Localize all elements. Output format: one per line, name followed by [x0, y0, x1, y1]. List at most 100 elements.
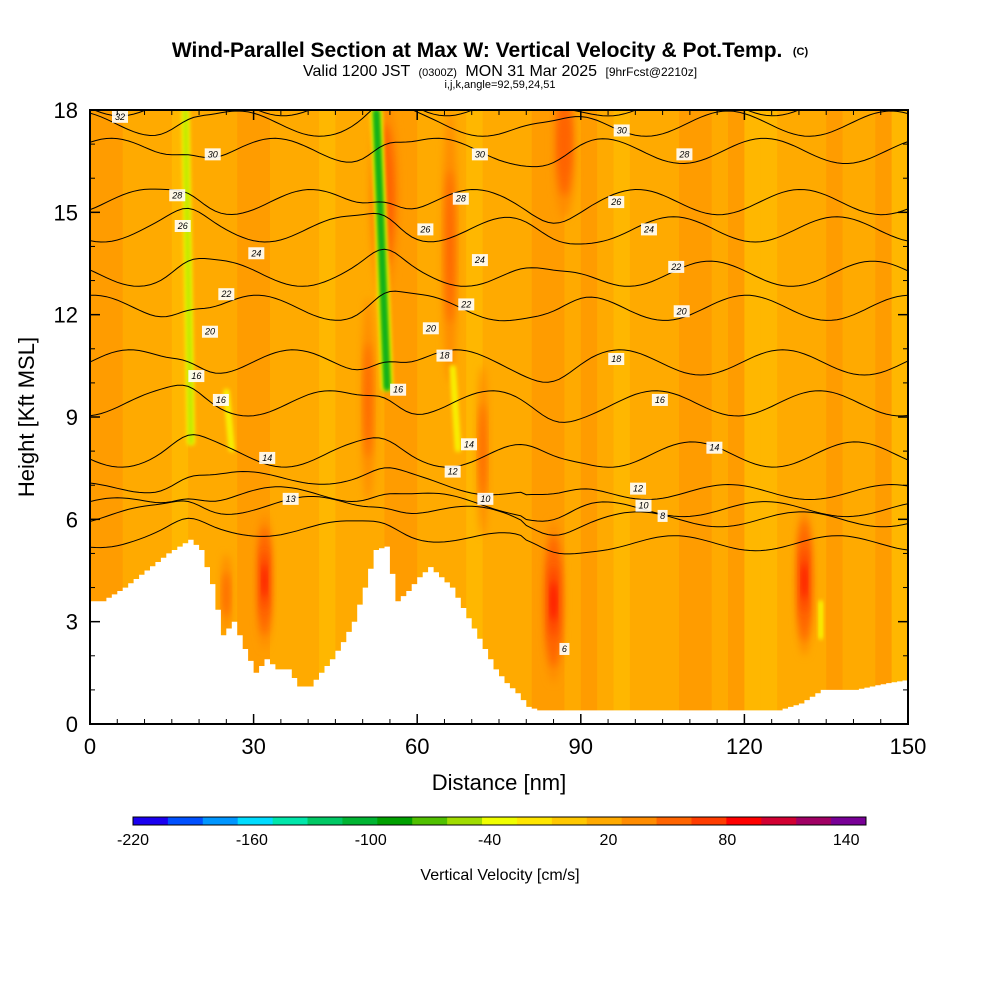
svg-text:16: 16 [191, 371, 201, 381]
colorbar-tick-label: -160 [236, 832, 268, 849]
colorbar-swatch [516, 817, 553, 825]
contour-label: 32 [111, 110, 128, 123]
x-tick-label: 30 [241, 734, 265, 759]
colorbar-swatch [133, 817, 169, 825]
updraft-cell [551, 581, 556, 622]
svg-text:16: 16 [655, 395, 665, 405]
svg-text:24: 24 [643, 224, 654, 234]
theta-contour-22 [90, 248, 908, 287]
updraft-cell [223, 571, 230, 618]
svg-text:14: 14 [464, 439, 474, 449]
contour-label: 30 [613, 124, 630, 137]
contour-label: 16 [390, 383, 407, 396]
colorbar-swatch [482, 817, 518, 825]
svg-text:28: 28 [678, 149, 689, 159]
svg-text:16: 16 [393, 385, 403, 395]
colorbar-tick-label: 80 [718, 832, 736, 849]
contour-label: 16 [651, 393, 668, 406]
x-tick-label: 0 [84, 734, 96, 759]
contour-label: 14 [706, 441, 723, 454]
contour-label: 20 [201, 325, 218, 338]
contour-label: 20 [673, 305, 690, 318]
svg-text:32: 32 [115, 112, 125, 122]
field-band [875, 110, 892, 724]
svg-text:20: 20 [204, 327, 215, 337]
x-tick-label: 90 [569, 734, 593, 759]
terrain-mask [90, 539, 908, 724]
svg-text:30: 30 [208, 149, 218, 159]
svg-text:22: 22 [220, 289, 231, 299]
field-band [826, 110, 843, 724]
svg-text:10: 10 [639, 501, 649, 511]
svg-text:12: 12 [633, 484, 643, 494]
colorbar-swatch [621, 817, 658, 825]
theta-contour-24 [90, 207, 908, 245]
theta-contour-12 [90, 467, 908, 501]
field-band [237, 110, 254, 724]
colorbar-swatch [586, 817, 623, 825]
updraft-cell [445, 169, 455, 324]
contour-label: 24 [248, 247, 265, 260]
contour-label: 26 [608, 196, 625, 209]
contour-label: 26 [174, 219, 191, 232]
colorbar-swatch [796, 817, 832, 825]
y-tick-label: 15 [54, 200, 78, 225]
y-tick-label: 0 [66, 712, 78, 737]
downdraft-streak [819, 601, 823, 639]
contour-label: 10 [635, 499, 652, 512]
svg-text:24: 24 [474, 255, 485, 265]
colorbar-swatch [726, 817, 762, 825]
contour-label: 16 [212, 393, 229, 406]
theta-contours [90, 110, 908, 555]
field-band [400, 110, 418, 724]
svg-text:26: 26 [419, 224, 430, 234]
svg-text:12: 12 [448, 467, 458, 477]
subtitle-valid: Valid 1200 JST (0300Z) MON 31 Mar 2025 [… [303, 63, 697, 80]
y-axis-ticks: 0 3 6 9 12 15 18 [54, 98, 908, 737]
updraft-cell [802, 562, 807, 600]
colorbar-tick-label: -220 [117, 832, 149, 849]
contour-label: 18 [436, 349, 453, 362]
y-tick-label: 9 [66, 405, 78, 430]
colorbar-swatch [272, 817, 309, 825]
colorbar-swatch [447, 817, 483, 825]
contour-label: 30 [204, 148, 221, 161]
svg-text:14: 14 [709, 443, 719, 453]
colorbar-swatch [761, 817, 797, 825]
svg-text:26: 26 [177, 221, 188, 231]
contour-label: 28 [452, 192, 469, 205]
svg-text:Wind-Parallel Section at Max W: Wind-Parallel Section at Max W: Vertical… [172, 39, 809, 62]
colorbar-swatch [412, 817, 448, 825]
colorbar-tick-label: 140 [833, 832, 860, 849]
x-tick-label: 60 [405, 734, 429, 759]
valid-zulu: (0300Z) [418, 67, 457, 79]
field-band [678, 110, 696, 724]
x-tick-label: 150 [890, 734, 927, 759]
chart-title: Wind-Parallel Section at Max W: Vertical… [172, 39, 809, 91]
svg-text:8: 8 [660, 511, 665, 521]
valid-fcst: [9hrFcst@2210z] [605, 65, 697, 79]
y-tick-label: 18 [54, 98, 78, 123]
contour-label: 14 [259, 451, 276, 464]
contour-label: 20 [422, 322, 439, 335]
x-axis-title: Distance [nm] [432, 770, 567, 795]
contour-label: 22 [218, 288, 235, 301]
theta-contour-labels: 32 30 30 30 28 28 28 26 26 26 24 24 24 22 22 22 20 20 20 18… [111, 110, 723, 655]
colorbar-swatch [307, 817, 343, 825]
theta-contour-16 [90, 384, 908, 423]
contour-label: 22 [458, 298, 475, 311]
colorbar-swatch [831, 817, 867, 825]
svg-text:14: 14 [262, 453, 272, 463]
downdraft-streak [183, 110, 193, 445]
svg-text:6: 6 [562, 644, 567, 654]
title-main-suffix: (C) [793, 46, 809, 58]
colorbar-title: Vertical Velocity [cm/s] [420, 867, 579, 884]
colorbar-swatch [656, 817, 692, 825]
svg-text:18: 18 [439, 351, 449, 361]
y-tick-label: 3 [66, 610, 78, 635]
field-band [106, 110, 123, 724]
svg-text:28: 28 [455, 194, 466, 204]
field-band [744, 110, 761, 724]
valid-prefix: Valid 1200 JST [303, 63, 411, 80]
